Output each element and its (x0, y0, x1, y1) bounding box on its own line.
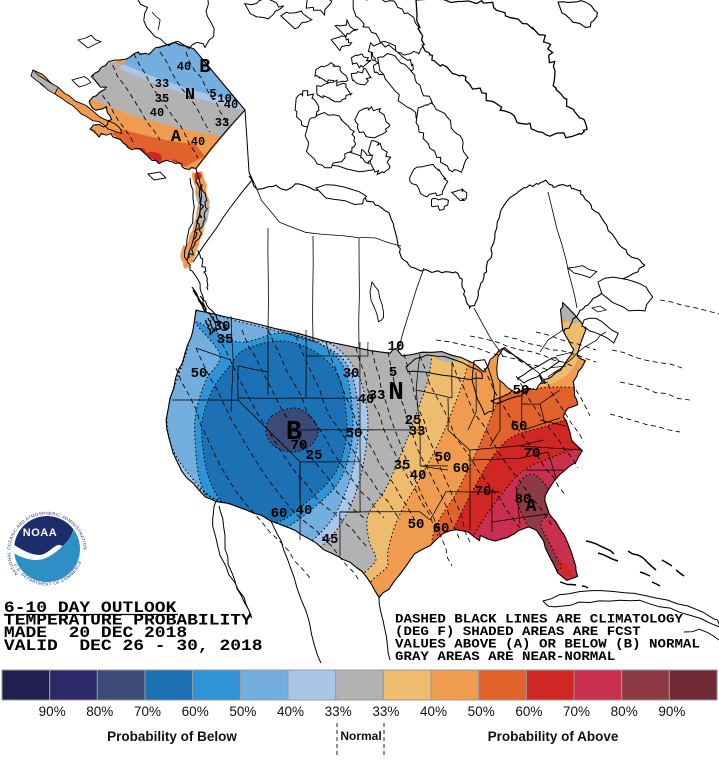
svg-text:VALUES ABOVE (A) OR BELOW (B): VALUES ABOVE (A) OR BELOW (B) NORMAL (395, 638, 700, 652)
svg-text:90%: 90% (39, 704, 66, 719)
svg-text:VALID DEC 26 - 30, 2018: VALID DEC 26 - 30, 2018 (4, 638, 263, 656)
svg-text:A: A (171, 128, 182, 147)
svg-text:60%: 60% (515, 704, 542, 719)
svg-text:70: 70 (524, 446, 541, 462)
svg-text:GRAY AREAS ARE NEAR-NORMAL: GRAY AREAS ARE NEAR-NORMAL (395, 650, 615, 664)
svg-text:Probability of Below: Probability of Below (107, 729, 237, 744)
svg-text:50: 50 (513, 383, 530, 399)
svg-text:70: 70 (475, 484, 492, 500)
svg-text:40: 40 (410, 468, 427, 484)
svg-text:25: 25 (306, 448, 323, 464)
svg-text:70: 70 (291, 438, 308, 454)
svg-text:25: 25 (405, 413, 422, 429)
svg-text:80%: 80% (86, 704, 113, 719)
svg-text:DASHED BLACK LINES ARE CLIMATO: DASHED BLACK LINES ARE CLIMATOLOGY (395, 613, 684, 627)
svg-text:60: 60 (433, 521, 450, 537)
svg-text:50: 50 (408, 517, 425, 533)
svg-text:40%: 40% (277, 704, 304, 719)
svg-text:B: B (199, 56, 210, 78)
svg-text:40: 40 (296, 503, 313, 519)
svg-text:Normal: Normal (340, 729, 381, 743)
svg-text:35: 35 (155, 92, 169, 106)
svg-text:40: 40 (150, 106, 164, 120)
svg-text:30: 30 (214, 319, 231, 335)
svg-text:70%: 70% (563, 704, 590, 719)
svg-text:33: 33 (369, 388, 386, 404)
svg-text:35: 35 (394, 458, 411, 474)
svg-text:70%: 70% (134, 704, 161, 719)
svg-text:80%: 80% (611, 704, 638, 719)
svg-text:MADE 20 DEC 2018: MADE 20 DEC 2018 (4, 625, 187, 643)
svg-text:40: 40 (191, 135, 205, 149)
svg-text:33: 33 (215, 116, 229, 130)
svg-text:33: 33 (409, 424, 426, 440)
svg-text:50%: 50% (229, 704, 256, 719)
svg-text:NOAA: NOAA (23, 527, 57, 539)
svg-text:40: 40 (177, 60, 191, 74)
svg-text:5: 5 (389, 365, 397, 381)
svg-text:50: 50 (191, 366, 208, 382)
svg-text:A: A (526, 497, 537, 517)
svg-text:40: 40 (358, 392, 375, 408)
svg-text:33%: 33% (372, 704, 399, 719)
svg-text:60: 60 (453, 461, 470, 477)
svg-text:-10: -10 (210, 92, 232, 106)
svg-text:35: 35 (217, 332, 234, 348)
svg-text:30: 30 (343, 366, 360, 382)
svg-text:50%: 50% (468, 704, 495, 719)
svg-text:90%: 90% (658, 704, 685, 719)
svg-text:45: 45 (322, 532, 339, 548)
svg-text:Probability of Above: Probability of Above (488, 729, 619, 744)
svg-text:50: 50 (435, 450, 452, 466)
svg-text:33%: 33% (325, 704, 352, 719)
svg-text:33: 33 (155, 77, 169, 91)
svg-text:(DEG F) SHADED AREAS ARE FCST: (DEG F) SHADED AREAS ARE FCST (395, 625, 641, 639)
svg-text:5: 5 (209, 87, 216, 101)
svg-text:60: 60 (271, 506, 288, 522)
svg-text:N: N (388, 377, 404, 407)
svg-text:60%: 60% (182, 704, 209, 719)
svg-text:TEMPERATURE PROBABILITY: TEMPERATURE PROBABILITY (4, 612, 253, 630)
svg-text:10: 10 (388, 339, 405, 355)
svg-text:40: 40 (224, 98, 238, 112)
svg-text:60: 60 (511, 419, 528, 435)
svg-text:80: 80 (515, 492, 532, 508)
svg-text:50: 50 (346, 426, 363, 442)
svg-text:6-10 DAY OUTLOOK: 6-10 DAY OUTLOOK (4, 600, 177, 618)
svg-text:40%: 40% (420, 704, 447, 719)
svg-text:N: N (185, 86, 195, 105)
svg-text:B: B (286, 418, 302, 448)
